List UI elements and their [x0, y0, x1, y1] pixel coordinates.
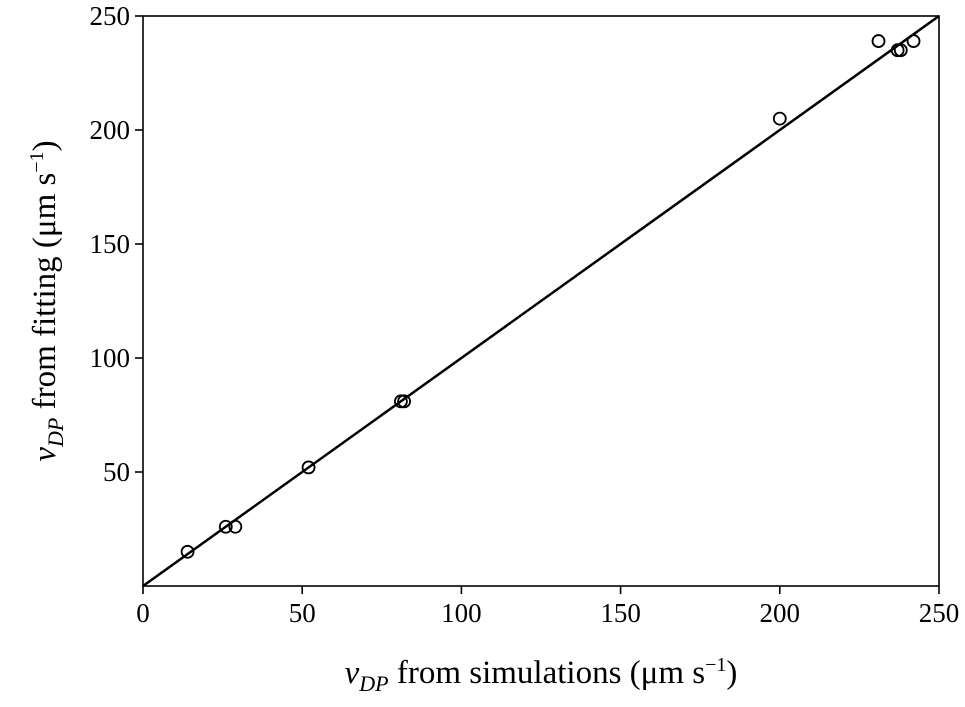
data-point — [180, 544, 195, 559]
x-tick-label: 250 — [919, 598, 960, 628]
data-point — [397, 394, 411, 409]
data-point — [301, 460, 316, 475]
data-point — [772, 111, 787, 126]
axis-ticks: 0 50 100 150 200 250 50 100 150 200 250 — [90, 1, 960, 628]
plot-area — [142, 15, 940, 587]
y-tick-label: 50 — [103, 457, 130, 487]
y-tick-label: 100 — [90, 343, 131, 373]
x-tick-label: 100 — [441, 598, 482, 628]
x-tick-label: 200 — [760, 598, 801, 628]
data-point — [906, 34, 921, 48]
data-point — [871, 34, 886, 48]
y-axis-label: vDP from fitting (μm s−1) — [26, 140, 68, 461]
data-points — [180, 34, 921, 559]
y-tick-label: 150 — [90, 229, 131, 259]
data-point — [893, 43, 908, 58]
data-point — [228, 519, 243, 534]
x-axis-label: vDP from simulations (μm s−1) — [345, 654, 738, 696]
data-point — [218, 519, 233, 534]
x-tick-label: 0 — [136, 598, 150, 628]
identity-line — [142, 14, 940, 588]
x-tick-label: 50 — [289, 598, 316, 628]
x-tick-label: 150 — [600, 598, 641, 628]
y-tick-label: 200 — [90, 115, 131, 145]
y-tick-label: 250 — [90, 1, 131, 31]
